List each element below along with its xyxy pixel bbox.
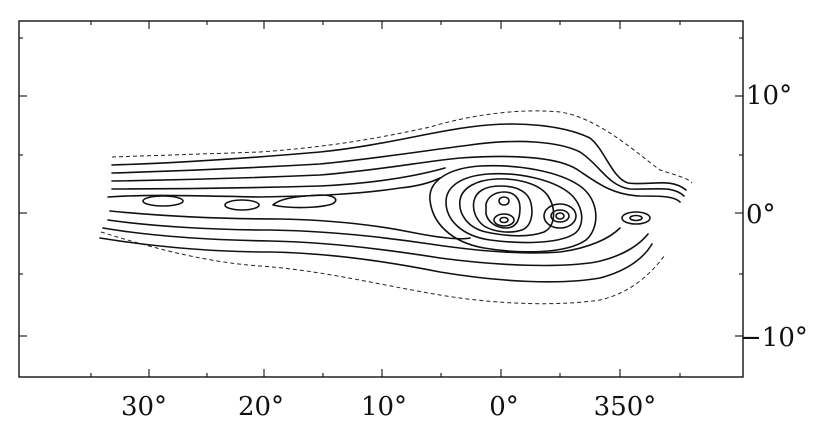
- x-tick-label: 10°: [361, 392, 407, 422]
- contour-peak: [493, 213, 515, 227]
- plot-frame: [18, 20, 744, 378]
- x-tick-label: 350°: [594, 392, 657, 422]
- y-tick-labels: 10° 0° −10°: [740, 81, 808, 353]
- contour-core: [472, 185, 533, 233]
- contour-line: [99, 237, 653, 283]
- contour-core: [459, 178, 555, 237]
- contour-line: [111, 167, 446, 190]
- contour-core: [445, 172, 583, 244]
- x-tick-label: 20°: [238, 392, 284, 422]
- contour-peak: [142, 195, 184, 207]
- contour-line: [272, 194, 337, 209]
- x-axis-ticks: [90, 21, 681, 377]
- y-tick-label: −10°: [740, 323, 808, 353]
- contour-core: [429, 164, 597, 253]
- contour-peak: [550, 209, 570, 223]
- contour-peak: [629, 214, 643, 222]
- contour-peak: [621, 211, 651, 225]
- contour-peak: [499, 216, 509, 224]
- contour-peak: [543, 203, 577, 229]
- contour-line: [107, 219, 621, 254]
- contour-line: [109, 210, 471, 240]
- x-tick-labels: 30° 20° 10° 0° 350°: [121, 392, 656, 422]
- contour-peak: [498, 196, 510, 206]
- x-tick-label: 0°: [489, 392, 519, 422]
- y-axis-ticks: [19, 37, 743, 337]
- contour-line: [102, 227, 649, 267]
- contour-line: [111, 155, 681, 203]
- contour-line: [111, 123, 687, 191]
- y-tick-label: 10°: [746, 81, 792, 111]
- contour-peak: [555, 212, 565, 220]
- contour-line: [111, 140, 685, 197]
- contour-dashed-outer: [100, 110, 693, 305]
- y-tick-label: 0°: [746, 200, 776, 230]
- contour-peak: [224, 199, 260, 211]
- x-tick-label: 30°: [121, 392, 167, 422]
- contour-lines: [99, 110, 693, 305]
- contour-core: [485, 191, 521, 229]
